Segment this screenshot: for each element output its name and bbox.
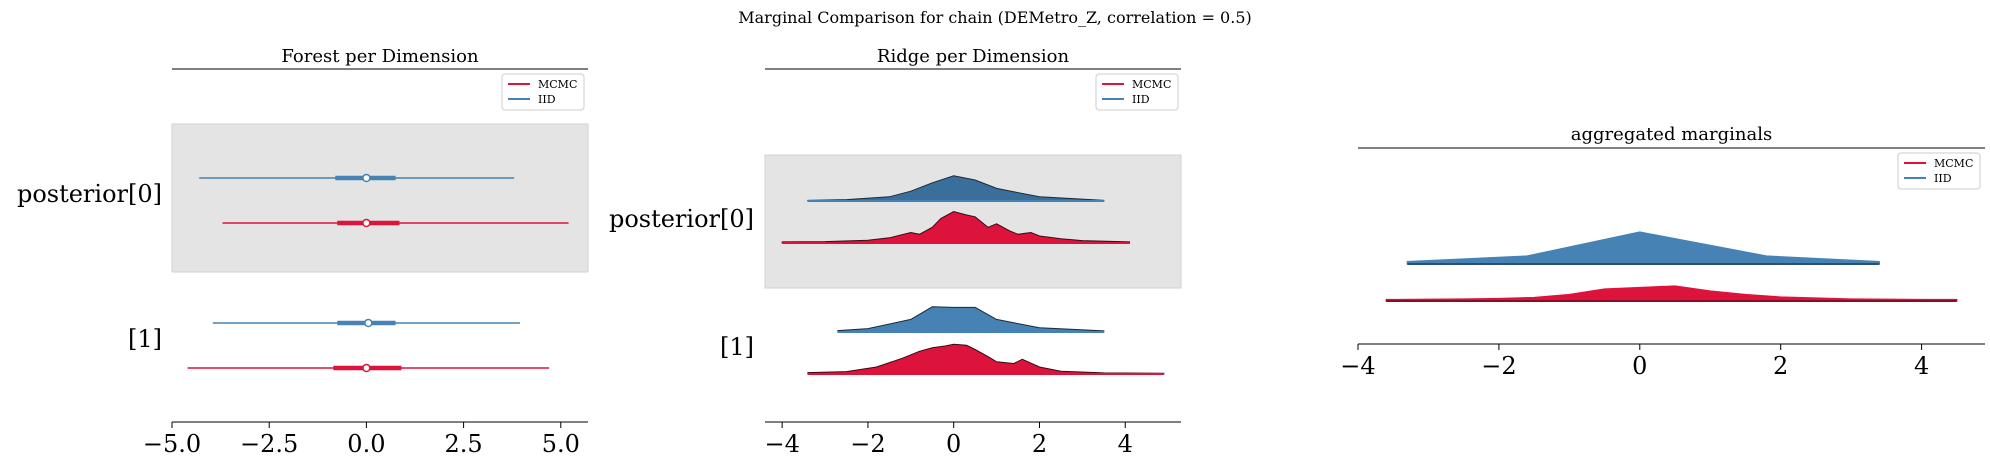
figure-suptitle: Marginal Comparison for chain (DEMetro_Z… xyxy=(738,8,1252,27)
ridge-iid xyxy=(837,306,1105,333)
legend-label-mcmc: MCMC xyxy=(538,78,577,91)
x-tick-label: 2 xyxy=(1773,352,1788,380)
row-label: [1] xyxy=(720,333,754,361)
ridge-mcmc xyxy=(807,343,1165,375)
panel-title: aggregated marginals xyxy=(1571,124,1772,145)
x-tick-label: 5.0 xyxy=(542,430,580,458)
panel-1: Forest per Dimension −5.0 −2.5 0.0 2.5 5.0 MCM… xyxy=(17,46,589,458)
ridge-mcmc xyxy=(781,210,1131,244)
x-tick-label: 0 xyxy=(946,430,961,458)
median-point-iid xyxy=(364,318,373,328)
x-tick-label: −4 xyxy=(1340,352,1375,380)
x-tick-label: −2 xyxy=(1481,352,1516,380)
row-label: posterior[0] xyxy=(609,205,754,233)
x-tick-label: −2.5 xyxy=(240,430,298,458)
legend: MCMC IID xyxy=(1095,73,1179,111)
x-tick-label: 0 xyxy=(1632,352,1647,380)
x-tick-label: 0.0 xyxy=(347,430,385,458)
row-label: [1] xyxy=(128,325,162,353)
chart-panels: Forest per Dimension −5.0 −2.5 0.0 2.5 5.0 MCM… xyxy=(17,46,1985,458)
area-mcmc xyxy=(1385,285,1958,302)
area-iid xyxy=(1406,231,1880,265)
median-point-iid xyxy=(362,173,371,183)
row-band xyxy=(171,123,589,273)
row-label: posterior[0] xyxy=(17,180,162,208)
x-tick-label: −4 xyxy=(764,430,799,458)
legend-label-iid: IID xyxy=(538,93,556,106)
median-point-mcmc xyxy=(362,363,371,373)
x-tick-label: 2 xyxy=(1032,430,1047,458)
legend-label-mcmc: MCMC xyxy=(1132,78,1171,91)
panel-title: Ridge per Dimension xyxy=(877,46,1070,67)
panel-2: Ridge per Dimension −4 −2 0 2 4 MCMC IID posteri… xyxy=(609,46,1182,458)
panel-title: Forest per Dimension xyxy=(281,46,479,67)
x-tick-label: 2.5 xyxy=(445,430,483,458)
legend: MCMC IID xyxy=(501,73,585,111)
legend-label-iid: IID xyxy=(1934,172,1952,185)
legend-label-mcmc: MCMC xyxy=(1934,157,1973,170)
x-tick-label: −5.0 xyxy=(143,430,201,458)
x-tick-label: 4 xyxy=(1118,430,1133,458)
x-tick-label: −2 xyxy=(850,430,885,458)
panel-3: aggregated marginals −4 −2 0 2 4 MCMC IID xyxy=(1340,124,1985,380)
median-point-mcmc xyxy=(362,218,371,228)
x-tick-label: 4 xyxy=(1914,352,1929,380)
legend: MCMC IID xyxy=(1897,152,1981,190)
legend-label-iid: IID xyxy=(1132,93,1150,106)
